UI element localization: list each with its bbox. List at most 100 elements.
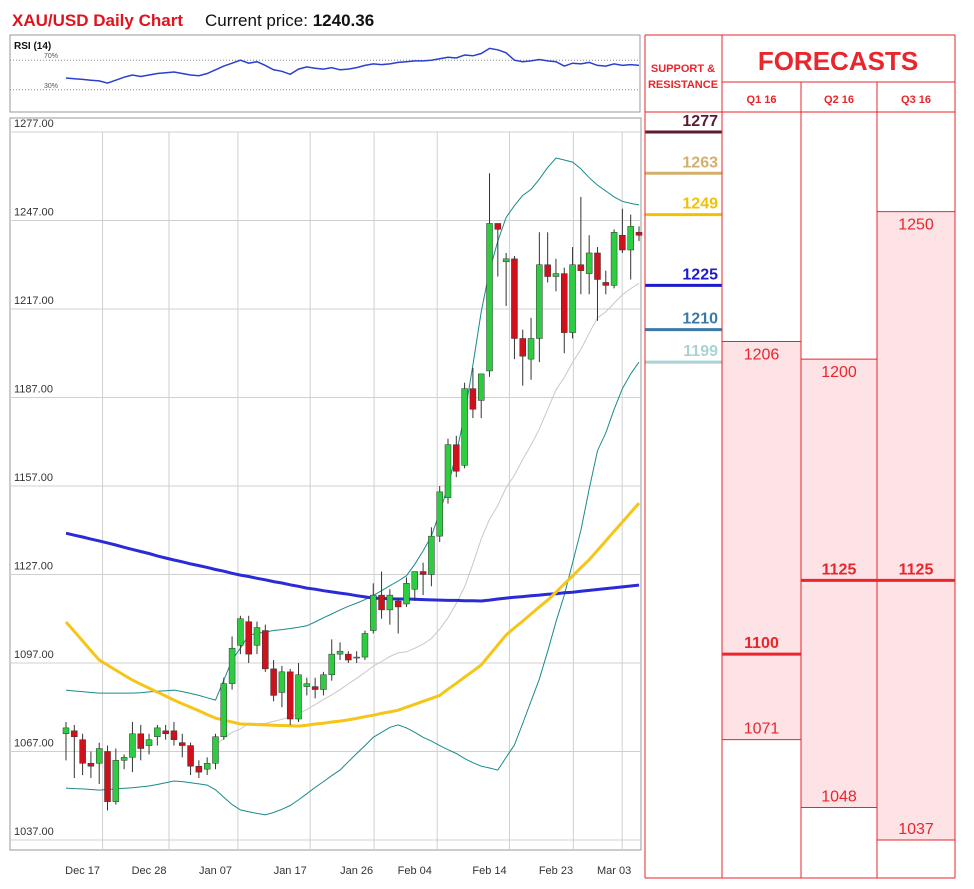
candle-body	[129, 733, 136, 758]
forecast-high-label: 1200	[821, 364, 857, 381]
forecast-range	[722, 341, 801, 740]
candle-body	[262, 630, 269, 670]
sr-level-label: 1277	[682, 113, 718, 130]
candle-body	[444, 444, 452, 499]
forecast-mid-label: 1100	[744, 635, 779, 652]
x-tick-label: Jan 17	[274, 865, 307, 877]
sr-level-label: 1199	[683, 343, 718, 360]
candle-body	[112, 760, 120, 802]
candle-body	[494, 223, 502, 230]
x-tick-label: Dec 28	[132, 865, 167, 877]
candle-body	[187, 745, 194, 767]
forecast-mid-label: 1125	[822, 561, 857, 578]
forecast-low-label: 1048	[821, 789, 857, 806]
sr-title: RESISTANCE	[648, 79, 718, 91]
x-tick-label: Feb 04	[398, 865, 432, 877]
candle-body	[145, 739, 153, 746]
rsi-tick-label: 30%	[44, 83, 58, 90]
forecast-mid-label: 1125	[899, 561, 934, 578]
overlay-line	[215, 282, 640, 746]
forecast-low-label: 1037	[898, 821, 934, 838]
candle-body	[486, 223, 493, 372]
candle-body	[453, 444, 460, 472]
candle-body	[561, 273, 568, 333]
candle-body	[594, 252, 601, 280]
candle-body	[469, 388, 477, 410]
candle-body	[461, 388, 468, 466]
candle-body	[195, 765, 203, 773]
candle-body	[477, 373, 485, 401]
candle-body	[137, 733, 144, 749]
y-tick-label: 1217.00	[14, 295, 54, 307]
candle-body	[353, 656, 360, 659]
candle-body	[311, 686, 319, 690]
rsi-frame	[9, 34, 641, 113]
candle-body	[295, 674, 302, 720]
x-tick-label: Jan 26	[340, 865, 373, 877]
candle-body	[403, 583, 410, 605]
overlay-line	[65, 531, 640, 603]
y-tick-label: 1037.00	[14, 826, 54, 838]
y-tick-label: 1247.00	[14, 206, 54, 218]
candle-body	[602, 282, 610, 286]
candle-body	[336, 650, 344, 655]
candle-body	[286, 671, 294, 720]
sr-level-label: 1210	[682, 311, 718, 328]
x-tick-label: Feb 14	[472, 865, 506, 877]
sr-title: SUPPORT &	[651, 63, 715, 75]
y-tick-label: 1157.00	[14, 472, 53, 484]
candle-body	[95, 748, 103, 764]
rsi-tick-label: 70%	[44, 53, 58, 60]
quarter-header: Q2 16	[824, 94, 854, 106]
candle-body	[120, 757, 128, 761]
y-tick-label: 1097.00	[14, 649, 54, 661]
sr-level-label: 1249	[682, 196, 718, 213]
forecast-high-label: 1250	[898, 217, 934, 234]
plot-frame	[9, 117, 642, 851]
x-tick-label: Mar 03	[597, 865, 631, 877]
y-tick-label: 1067.00	[14, 737, 54, 749]
y-tick-label: 1277.00	[14, 118, 54, 130]
candle-body	[569, 264, 576, 333]
candle-body	[378, 594, 385, 611]
current-price: Current price: 1240.36	[205, 11, 374, 30]
candle-body	[320, 674, 327, 690]
candle-body	[245, 621, 252, 655]
candle-body	[203, 763, 211, 770]
candle-body	[585, 252, 593, 274]
y-tick-label: 1127.00	[14, 560, 53, 572]
candle-body	[154, 727, 161, 737]
candle-body	[228, 647, 236, 684]
candle-body	[303, 683, 311, 687]
rsi-title: RSI (14)	[14, 41, 51, 52]
candle-body	[428, 535, 435, 575]
chart-title: XAU/USD Daily Chart	[12, 11, 183, 30]
candle-body	[411, 571, 419, 590]
candle-body	[270, 668, 277, 696]
quarter-header: Q1 16	[747, 94, 777, 106]
x-tick-label: Dec 17	[65, 865, 100, 877]
price-label: Current price:	[205, 11, 308, 30]
y-tick-label: 1187.00	[14, 383, 53, 395]
rsi-line	[65, 47, 640, 84]
candle-body	[212, 736, 219, 764]
price-value: 1240.36	[313, 11, 374, 30]
overlay-line	[65, 157, 640, 701]
candle-body	[419, 571, 427, 575]
sr-level-label: 1225	[682, 266, 718, 283]
candle-body	[436, 491, 443, 537]
forecast-range	[801, 359, 877, 808]
candle-body	[220, 683, 228, 737]
candle-body	[370, 594, 377, 631]
x-tick-label: Feb 23	[539, 865, 573, 877]
candle-body	[179, 742, 186, 746]
forecast-range	[877, 211, 955, 840]
x-tick-label: Jan 07	[199, 865, 232, 877]
candle-body	[104, 751, 111, 802]
candle-body	[394, 600, 402, 608]
sr-level-label: 1263	[682, 154, 718, 171]
candle-body	[635, 232, 643, 236]
candle-body	[79, 739, 86, 764]
